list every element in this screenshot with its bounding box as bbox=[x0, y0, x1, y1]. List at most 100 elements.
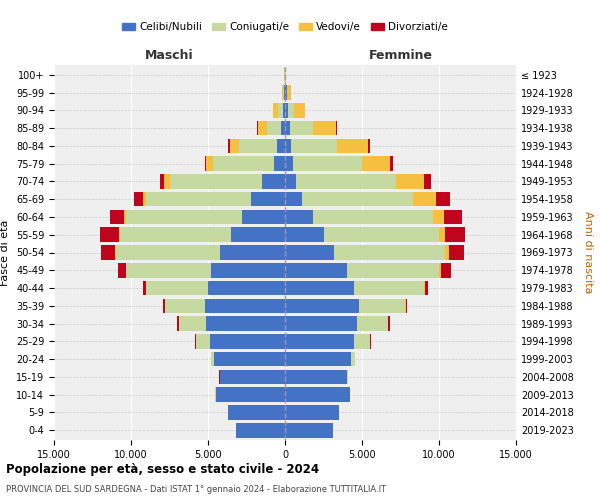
Bar bbox=[164, 174, 170, 188]
Bar bbox=[285, 423, 333, 438]
Bar bbox=[212, 156, 274, 171]
Bar bbox=[120, 228, 231, 242]
Bar bbox=[146, 281, 208, 295]
Bar bbox=[285, 103, 288, 118]
Bar bbox=[323, 228, 439, 242]
Bar bbox=[285, 210, 313, 224]
Bar bbox=[442, 263, 451, 278]
Bar bbox=[294, 103, 305, 118]
Bar bbox=[424, 174, 431, 188]
Bar bbox=[229, 138, 230, 153]
Bar bbox=[236, 423, 285, 438]
Bar bbox=[285, 388, 350, 402]
Bar bbox=[388, 316, 390, 331]
Bar bbox=[354, 281, 424, 295]
Bar bbox=[334, 245, 445, 260]
Bar bbox=[127, 210, 242, 224]
Bar bbox=[118, 263, 126, 278]
Bar bbox=[179, 316, 206, 331]
Bar bbox=[274, 156, 285, 171]
Bar bbox=[206, 316, 285, 331]
Bar bbox=[351, 352, 355, 366]
Bar bbox=[413, 192, 436, 206]
Bar bbox=[285, 405, 339, 419]
Bar bbox=[196, 334, 209, 348]
Bar bbox=[169, 174, 262, 188]
Bar bbox=[443, 210, 462, 224]
Bar bbox=[228, 405, 285, 419]
Bar bbox=[124, 210, 127, 224]
Bar bbox=[258, 121, 267, 136]
Legend: Celibi/Nubili, Coniugati/e, Vedovi/e, Divorziati/e: Celibi/Nubili, Coniugati/e, Vedovi/e, Di… bbox=[118, 18, 452, 36]
Bar bbox=[211, 352, 214, 366]
Bar bbox=[285, 138, 291, 153]
Bar bbox=[368, 138, 370, 153]
Bar bbox=[127, 263, 211, 278]
Bar bbox=[214, 352, 285, 366]
Bar bbox=[278, 103, 283, 118]
Bar bbox=[163, 298, 165, 313]
Bar bbox=[433, 210, 443, 224]
Bar bbox=[285, 86, 287, 100]
Bar bbox=[216, 388, 285, 402]
Bar bbox=[424, 281, 425, 295]
Bar bbox=[284, 86, 285, 100]
Bar bbox=[358, 316, 388, 331]
Bar bbox=[287, 86, 290, 100]
Bar bbox=[283, 86, 284, 100]
Bar bbox=[436, 192, 450, 206]
Bar bbox=[101, 245, 115, 260]
Bar bbox=[119, 228, 120, 242]
Text: PROVINCIA DEL SUD SARDEGNA - Dati ISTAT 1° gennaio 2024 - Elaborazione TUTTITALI: PROVINCIA DEL SUD SARDEGNA - Dati ISTAT … bbox=[6, 485, 386, 494]
Bar bbox=[116, 245, 220, 260]
Bar bbox=[347, 370, 348, 384]
Bar bbox=[313, 121, 336, 136]
Bar bbox=[267, 121, 281, 136]
Bar bbox=[285, 316, 358, 331]
Y-axis label: Anni di nascita: Anni di nascita bbox=[583, 211, 593, 294]
Bar bbox=[425, 281, 428, 295]
Bar bbox=[211, 263, 285, 278]
Bar bbox=[262, 174, 285, 188]
Y-axis label: Fasce di età: Fasce di età bbox=[1, 220, 10, 286]
Bar bbox=[178, 316, 179, 331]
Bar bbox=[390, 156, 393, 171]
Bar bbox=[285, 281, 354, 295]
Bar bbox=[296, 174, 396, 188]
Bar bbox=[277, 138, 285, 153]
Bar bbox=[313, 210, 433, 224]
Bar bbox=[396, 174, 424, 188]
Bar bbox=[359, 298, 405, 313]
Bar bbox=[285, 174, 296, 188]
Bar bbox=[291, 138, 337, 153]
Bar bbox=[285, 156, 293, 171]
Bar bbox=[285, 352, 351, 366]
Text: Maschi: Maschi bbox=[145, 50, 194, 62]
Bar bbox=[285, 245, 334, 260]
Bar bbox=[439, 228, 445, 242]
Bar bbox=[293, 156, 362, 171]
Bar bbox=[406, 298, 407, 313]
Bar bbox=[195, 334, 196, 348]
Bar bbox=[134, 192, 143, 206]
Bar bbox=[347, 263, 439, 278]
Bar bbox=[165, 298, 205, 313]
Bar bbox=[283, 103, 285, 118]
Bar bbox=[370, 334, 371, 348]
Bar bbox=[302, 192, 413, 206]
Bar bbox=[274, 103, 278, 118]
Bar bbox=[220, 245, 285, 260]
Bar bbox=[445, 245, 449, 260]
Bar bbox=[285, 121, 290, 136]
Bar bbox=[285, 263, 347, 278]
Bar bbox=[336, 121, 337, 136]
Bar bbox=[110, 210, 124, 224]
Bar bbox=[285, 334, 354, 348]
Bar bbox=[205, 156, 206, 171]
Bar bbox=[285, 192, 302, 206]
Bar bbox=[143, 192, 146, 206]
Bar bbox=[281, 121, 285, 136]
Bar bbox=[285, 298, 359, 313]
Bar bbox=[208, 281, 285, 295]
Bar bbox=[220, 370, 285, 384]
